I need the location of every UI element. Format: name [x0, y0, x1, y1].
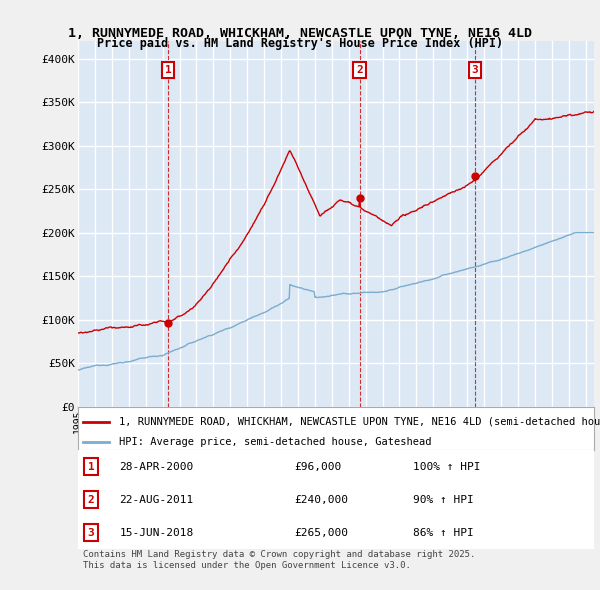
Text: 2: 2: [88, 494, 94, 504]
Text: 1, RUNNYMEDE ROAD, WHICKHAM, NEWCASTLE UPON TYNE, NE16 4LD: 1, RUNNYMEDE ROAD, WHICKHAM, NEWCASTLE U…: [68, 27, 532, 40]
Text: 90% ↑ HPI: 90% ↑ HPI: [413, 494, 474, 504]
Text: 86% ↑ HPI: 86% ↑ HPI: [413, 527, 474, 537]
Text: 28-APR-2000: 28-APR-2000: [119, 462, 194, 472]
Text: £96,000: £96,000: [295, 462, 342, 472]
Text: Price paid vs. HM Land Registry's House Price Index (HPI): Price paid vs. HM Land Registry's House …: [97, 37, 503, 50]
Text: HPI: Average price, semi-detached house, Gateshead: HPI: Average price, semi-detached house,…: [119, 437, 432, 447]
Text: Contains HM Land Registry data © Crown copyright and database right 2025.
This d: Contains HM Land Registry data © Crown c…: [83, 550, 476, 570]
Text: £240,000: £240,000: [295, 494, 349, 504]
Text: 15-JUN-2018: 15-JUN-2018: [119, 527, 194, 537]
Text: 3: 3: [88, 527, 94, 537]
Text: 2: 2: [356, 65, 363, 75]
Text: 3: 3: [472, 65, 478, 75]
Text: 1: 1: [164, 65, 172, 75]
Text: 22-AUG-2011: 22-AUG-2011: [119, 494, 194, 504]
Text: 1, RUNNYMEDE ROAD, WHICKHAM, NEWCASTLE UPON TYNE, NE16 4LD (semi-detached house): 1, RUNNYMEDE ROAD, WHICKHAM, NEWCASTLE U…: [119, 417, 600, 427]
Text: 100% ↑ HPI: 100% ↑ HPI: [413, 462, 481, 472]
Text: £265,000: £265,000: [295, 527, 349, 537]
Text: 1: 1: [88, 462, 94, 472]
